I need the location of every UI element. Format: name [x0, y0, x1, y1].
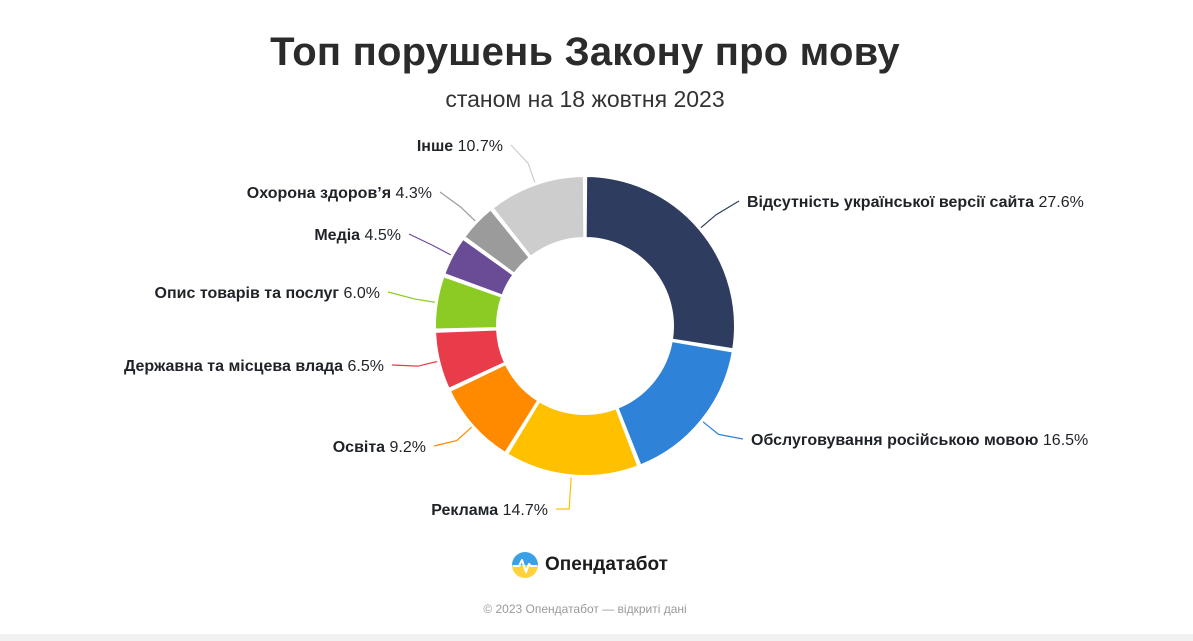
- donut-slice-3[interactable]: [506, 400, 640, 477]
- donut-slice-7[interactable]: [443, 237, 515, 297]
- donut-slice-1[interactable]: [584, 175, 736, 351]
- leader-line-6: [387, 291, 435, 303]
- slice-label-9: Інше 10.7%: [417, 138, 503, 155]
- slice-label-name: Відсутність української версії сайта: [747, 194, 1034, 211]
- slice-label-4: Освіта 9.2%: [333, 439, 426, 456]
- slice-label-value: 9.2%: [385, 439, 426, 456]
- slice-label-name: Опис товарів та послуг: [155, 285, 340, 302]
- leader-line-7: [408, 233, 451, 256]
- donut-slices: [434, 175, 736, 477]
- leader-line-5: [391, 360, 438, 367]
- slice-label-name: Інше: [417, 138, 453, 155]
- slice-label-8: Охорона здоров’я 4.3%: [247, 185, 432, 202]
- bottom-divider: [0, 634, 1193, 641]
- slice-label-name: Обслуговування російською мовою: [751, 432, 1039, 449]
- copyright-footer: © 2023 Опендатабот — відкриті дані: [483, 602, 687, 616]
- opendatabot-logo-icon: [512, 552, 538, 578]
- slice-label-2: Обслуговування російською мовою 16.5%: [751, 432, 1088, 449]
- brand-name: Опендатабот: [545, 554, 668, 575]
- chart-title: Топ порушень Закону про мову: [270, 30, 900, 74]
- leader-line-8: [439, 191, 476, 222]
- leader-line-3: [556, 477, 572, 510]
- donut-slice-8[interactable]: [463, 208, 531, 275]
- slice-label-1: Відсутність української версії сайта 27.…: [747, 194, 1084, 211]
- slice-label-value: 16.5%: [1038, 432, 1088, 449]
- slice-label-value: 4.5%: [360, 227, 401, 244]
- slice-label-3: Реклама 14.7%: [431, 502, 548, 519]
- donut-slice-4[interactable]: [448, 363, 540, 455]
- slice-label-7: Медіа 4.5%: [314, 227, 401, 244]
- slice-label-value: 6.0%: [339, 285, 380, 302]
- slice-label-name: Медіа: [314, 227, 360, 244]
- leader-line-1: [700, 200, 740, 229]
- leader-line-4: [433, 426, 473, 447]
- donut-slice-2[interactable]: [616, 339, 734, 467]
- brand-logo: Опендатабот: [511, 550, 668, 580]
- slice-label-6: Опис товарів та послуг 6.0%: [155, 285, 380, 302]
- slice-label-value: 4.3%: [391, 185, 432, 202]
- leader-lines: [387, 144, 744, 510]
- slice-label-value: 14.7%: [498, 502, 548, 519]
- leader-line-9: [510, 144, 536, 183]
- slice-label-name: Державна та місцева влада: [124, 358, 343, 375]
- slice-labels: Відсутність української версії сайта 27.…: [124, 138, 1088, 519]
- chart-subtitle: станом на 18 жовтня 2023: [445, 86, 725, 112]
- slice-label-value: 10.7%: [453, 138, 503, 155]
- donut-slice-6[interactable]: [434, 275, 503, 331]
- slice-label-name: Охорона здоров’я: [247, 185, 391, 202]
- slice-label-name: Реклама: [431, 502, 498, 519]
- slice-label-5: Державна та місцева влада 6.5%: [124, 358, 384, 375]
- slice-label-name: Освіта: [333, 439, 385, 456]
- donut-slice-9[interactable]: [491, 175, 586, 258]
- leader-line-2: [702, 421, 744, 440]
- slice-label-value: 27.6%: [1034, 194, 1084, 211]
- donut-slice-5[interactable]: [434, 328, 507, 390]
- slice-label-value: 6.5%: [343, 358, 384, 375]
